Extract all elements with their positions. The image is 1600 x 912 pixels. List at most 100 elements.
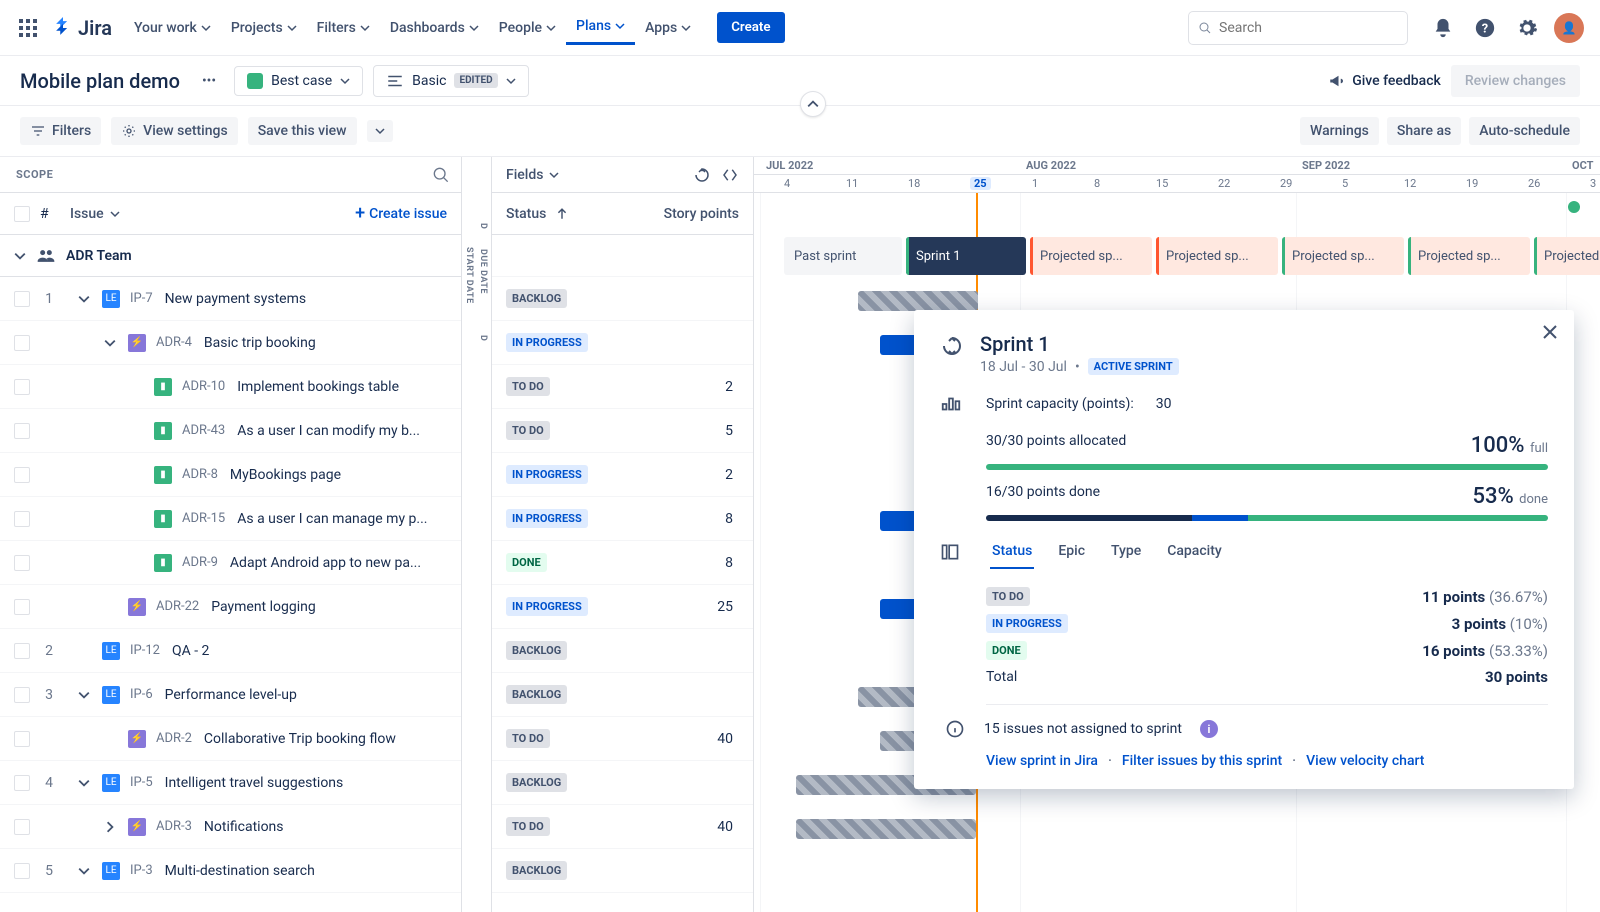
issue-row[interactable]: ⚡ ADR-4 Basic trip booking xyxy=(0,321,461,365)
issue-row[interactable]: ⚡ ADR-2 Collaborative Trip booking flow xyxy=(0,717,461,761)
fields-button[interactable]: Fields xyxy=(506,167,559,183)
issue-key[interactable]: IP-7 xyxy=(130,291,153,306)
issue-row[interactable]: ▮ ADR-8 MyBookings page xyxy=(0,453,461,497)
issue-row[interactable]: ▮ ADR-15 As a user I can manage my p... xyxy=(0,497,461,541)
nav-item-filters[interactable]: Filters xyxy=(307,10,380,45)
search-field[interactable] xyxy=(1219,20,1397,36)
status-badge[interactable]: TO DO xyxy=(506,729,550,748)
help-icon[interactable]: ? xyxy=(1470,13,1500,43)
issue-key[interactable]: ADR-22 xyxy=(156,599,199,614)
nav-item-plans[interactable]: Plans xyxy=(566,10,635,45)
app-switcher-icon[interactable] xyxy=(16,16,40,40)
issue-row[interactable]: ▮ ADR-9 Adapt Android app to new pa... xyxy=(0,541,461,585)
create-issue-button[interactable]: + Create issue xyxy=(355,203,447,224)
timeline-bar[interactable] xyxy=(796,819,976,839)
row-checkbox[interactable] xyxy=(14,687,30,703)
issue-row[interactable]: 5 LE IP-3 Multi-destination search xyxy=(0,849,461,893)
popup-link[interactable]: View velocity chart xyxy=(1306,753,1424,769)
status-badge[interactable]: DONE xyxy=(506,553,547,572)
status-badge[interactable]: BACKLOG xyxy=(506,861,567,880)
notifications-icon[interactable] xyxy=(1428,13,1458,43)
issue-column-header[interactable]: Issue xyxy=(70,206,120,222)
nav-item-your-work[interactable]: Your work xyxy=(124,10,221,45)
row-checkbox[interactable] xyxy=(14,555,30,571)
issue-row[interactable]: ▮ ADR-10 Implement bookings table xyxy=(0,365,461,409)
status-badge[interactable]: IN PROGRESS xyxy=(506,509,588,528)
review-changes-button[interactable]: Review changes xyxy=(1451,65,1580,97)
more-icon[interactable]: ••• xyxy=(196,67,222,95)
issue-key[interactable]: ADR-9 xyxy=(182,555,218,570)
issue-key[interactable]: ADR-8 xyxy=(182,467,218,482)
team-header-row[interactable]: ADR Team xyxy=(0,235,461,277)
collapse-header-icon[interactable] xyxy=(800,91,826,117)
status-badge[interactable]: IN PROGRESS xyxy=(506,597,588,616)
sprint-box[interactable]: Sprint 1 xyxy=(906,237,1026,275)
select-all-checkbox[interactable] xyxy=(14,206,30,222)
status-badge[interactable]: TO DO xyxy=(506,817,550,836)
row-checkbox[interactable] xyxy=(14,511,30,527)
nav-item-apps[interactable]: Apps xyxy=(635,10,701,45)
filters-button[interactable]: Filters xyxy=(20,117,101,145)
scenario-selector[interactable]: Best case xyxy=(234,66,363,96)
row-checkbox[interactable] xyxy=(14,423,30,439)
view-selector[interactable]: Basic EDITED xyxy=(373,65,529,97)
chevron-down-icon[interactable] xyxy=(78,865,90,877)
issue-row[interactable]: ▮ ADR-43 As a user I can modify my b... xyxy=(0,409,461,453)
chevron-down-icon[interactable] xyxy=(78,293,90,305)
auto-schedule-button[interactable]: Auto-schedule xyxy=(1469,117,1580,145)
row-checkbox[interactable] xyxy=(14,335,30,351)
nav-item-people[interactable]: People xyxy=(489,10,566,45)
status-badge[interactable]: BACKLOG xyxy=(506,773,567,792)
issue-row[interactable]: 2 LE IP-12 QA - 2 xyxy=(0,629,461,673)
nav-item-projects[interactable]: Projects xyxy=(221,10,307,45)
sprint-box[interactable]: Projected sp... xyxy=(1282,237,1404,275)
close-icon[interactable] xyxy=(1542,324,1558,340)
info-badge-icon[interactable]: i xyxy=(1200,720,1218,738)
sprint-box[interactable]: Past sprint xyxy=(784,237,902,275)
row-checkbox[interactable] xyxy=(14,599,30,615)
chevron-down-icon[interactable] xyxy=(104,337,116,349)
status-badge[interactable]: IN PROGRESS xyxy=(506,333,588,352)
sprint-box[interactable]: Projected sp... xyxy=(1408,237,1530,275)
popup-tab-status[interactable]: Status xyxy=(990,535,1034,569)
issue-key[interactable]: ADR-2 xyxy=(156,731,192,746)
popup-tab-epic[interactable]: Epic xyxy=(1056,535,1087,569)
issue-key[interactable]: IP-3 xyxy=(130,863,153,878)
issue-key[interactable]: ADR-43 xyxy=(182,423,225,438)
row-checkbox[interactable] xyxy=(14,291,30,307)
undo-icon[interactable] xyxy=(693,166,711,184)
give-feedback-button[interactable]: Give feedback xyxy=(1328,72,1441,90)
popup-link[interactable]: Filter issues by this sprint xyxy=(1122,753,1282,769)
save-view-button[interactable]: Save this view xyxy=(248,117,357,145)
row-checkbox[interactable] xyxy=(14,467,30,483)
popup-tab-capacity[interactable]: Capacity xyxy=(1165,535,1224,569)
sprint-box[interactable]: Projected sp... xyxy=(1030,237,1152,275)
row-checkbox[interactable] xyxy=(14,731,30,747)
issue-key[interactable]: ADR-4 xyxy=(156,335,192,350)
issue-key[interactable]: IP-12 xyxy=(130,643,160,658)
jira-logo[interactable]: Jira xyxy=(52,16,112,40)
issue-key[interactable]: IP-5 xyxy=(130,775,153,790)
chevron-down-icon[interactable] xyxy=(78,777,90,789)
status-badge[interactable]: BACKLOG xyxy=(506,289,567,308)
row-checkbox[interactable] xyxy=(14,863,30,879)
row-checkbox[interactable] xyxy=(14,775,30,791)
issue-key[interactable]: IP-6 xyxy=(130,687,153,702)
timeline-bar[interactable] xyxy=(858,291,978,311)
scope-search-icon[interactable] xyxy=(433,167,449,183)
chevron-down-icon[interactable] xyxy=(78,689,90,701)
status-column-header[interactable]: Status xyxy=(492,206,653,222)
issue-key[interactable]: ADR-3 xyxy=(156,819,192,834)
user-avatar[interactable]: 👤 xyxy=(1554,13,1584,43)
sprint-box[interactable]: Projected sp... xyxy=(1156,237,1278,275)
row-checkbox[interactable] xyxy=(14,379,30,395)
status-badge[interactable]: BACKLOG xyxy=(506,685,567,704)
warnings-button[interactable]: Warnings xyxy=(1300,117,1379,145)
sprint-box[interactable]: Projected... xyxy=(1534,237,1600,275)
status-badge[interactable]: TO DO xyxy=(506,377,550,396)
issue-row[interactable]: ⚡ ADR-3 Notifications xyxy=(0,805,461,849)
issue-row[interactable]: ⚡ ADR-22 Payment logging xyxy=(0,585,461,629)
status-badge[interactable]: BACKLOG xyxy=(506,641,567,660)
search-input[interactable] xyxy=(1188,11,1408,45)
issue-row[interactable]: 4 LE IP-5 Intelligent travel suggestions xyxy=(0,761,461,805)
